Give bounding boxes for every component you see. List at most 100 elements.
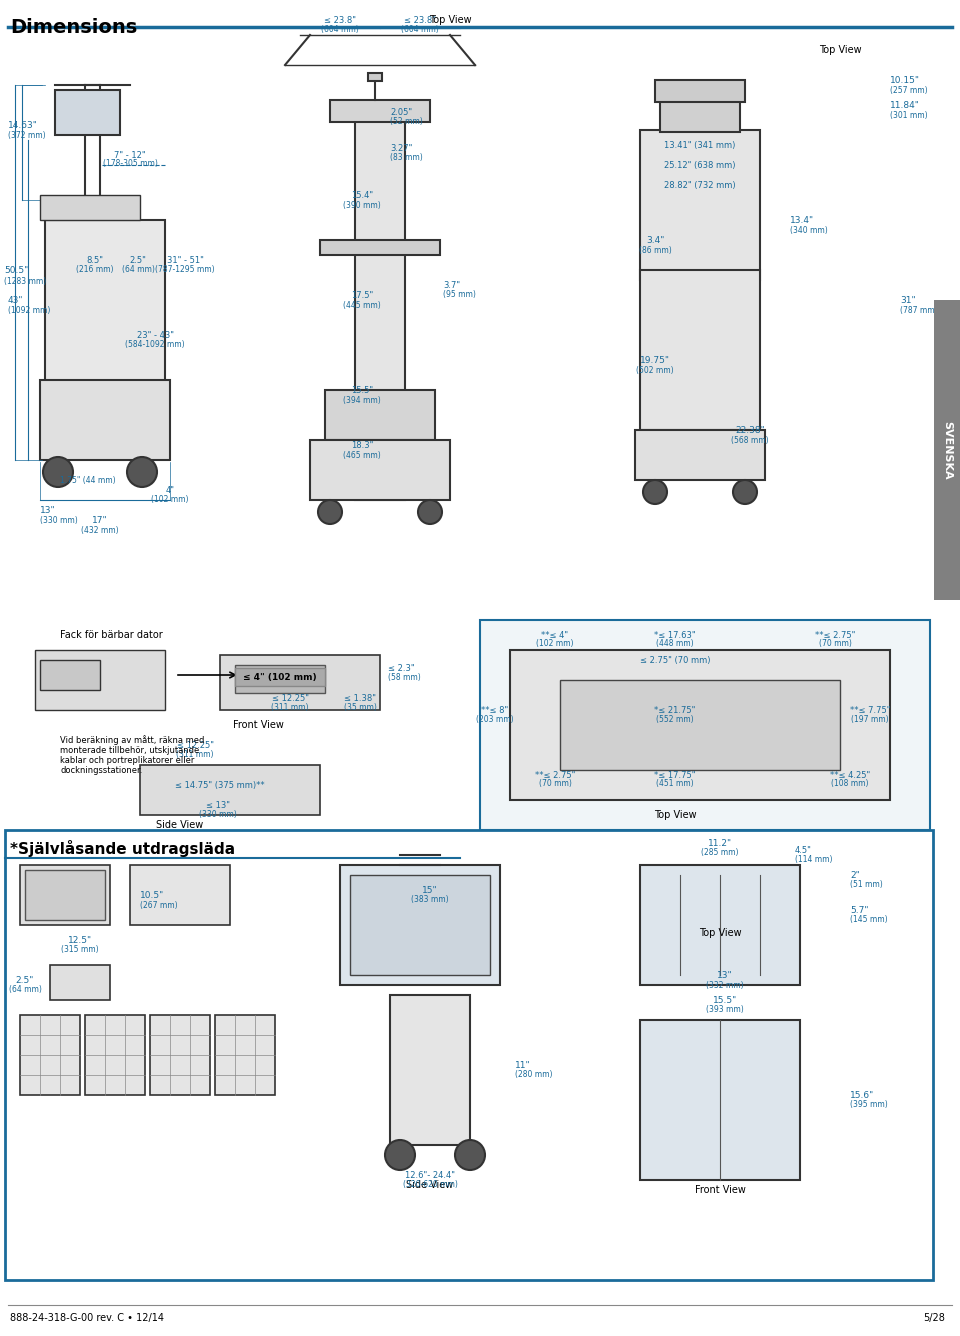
Text: 10.15": 10.15" — [890, 76, 920, 84]
Text: Top View: Top View — [699, 929, 741, 938]
Text: 11.2": 11.2" — [708, 839, 732, 847]
Text: 888-24-318-G-00 rev. C • 12/14: 888-24-318-G-00 rev. C • 12/14 — [10, 1313, 164, 1323]
Text: 3.7": 3.7" — [443, 281, 460, 290]
Text: Top View: Top View — [429, 15, 471, 25]
Text: (315 mm): (315 mm) — [61, 945, 99, 954]
Text: 31" - 51": 31" - 51" — [167, 255, 204, 265]
Text: *≤ 21.75": *≤ 21.75" — [655, 705, 696, 715]
Text: 19.75": 19.75" — [640, 355, 670, 365]
Circle shape — [127, 457, 157, 488]
Text: ≤ 23.8": ≤ 23.8" — [404, 16, 436, 24]
Text: (502 mm): (502 mm) — [636, 366, 674, 374]
Bar — [20, 864, 110, 925]
Text: ≤ 23.8": ≤ 23.8" — [324, 16, 356, 24]
Text: 3.27": 3.27" — [390, 143, 413, 152]
Text: (95 mm): (95 mm) — [443, 290, 476, 298]
Bar — [5, 830, 933, 1280]
Text: (285 mm): (285 mm) — [701, 847, 739, 856]
Text: **≤ 2.75": **≤ 2.75" — [535, 771, 575, 779]
Text: 4": 4" — [165, 485, 175, 494]
Text: ≤ 14.75" (375 mm)**: ≤ 14.75" (375 mm)** — [175, 780, 265, 790]
Bar — [140, 766, 320, 815]
Text: (102 mm): (102 mm) — [152, 494, 189, 504]
Text: 18.3": 18.3" — [350, 441, 373, 449]
Text: (432 mm): (432 mm) — [82, 525, 119, 534]
Text: (108 mm): (108 mm) — [831, 779, 869, 787]
Bar — [934, 301, 960, 600]
Text: (64 mm): (64 mm) — [122, 265, 155, 274]
Text: (1283 mm): (1283 mm) — [4, 277, 46, 286]
Text: 1.75" (44 mm): 1.75" (44 mm) — [60, 476, 115, 485]
Text: 2.5": 2.5" — [130, 255, 147, 265]
Text: (145 mm): (145 mm) — [850, 915, 888, 923]
Text: (58 mm): (58 mm) — [388, 672, 420, 681]
Text: 5/28: 5/28 — [924, 1313, 945, 1323]
Text: 17": 17" — [92, 516, 108, 525]
Bar — [330, 100, 430, 122]
Text: (604 mm): (604 mm) — [401, 24, 439, 33]
Bar — [640, 864, 800, 985]
Text: 10.5": 10.5" — [140, 891, 164, 899]
Text: (102 mm): (102 mm) — [537, 639, 574, 648]
Text: Vid beräkning av mått, räkna med: Vid beräkning av mått, räkna med — [60, 735, 204, 745]
Bar — [320, 240, 440, 255]
Text: Side View: Side View — [406, 1180, 454, 1190]
Text: 13": 13" — [40, 505, 56, 514]
Text: (197 mm): (197 mm) — [852, 715, 889, 724]
Bar — [85, 1015, 145, 1096]
Text: (332 mm): (332 mm) — [707, 981, 744, 990]
Text: (86 mm): (86 mm) — [638, 246, 671, 254]
Text: (393 mm): (393 mm) — [707, 1005, 744, 1014]
Text: (267 mm): (267 mm) — [140, 900, 178, 910]
Text: 23" - 43": 23" - 43" — [136, 330, 174, 339]
Text: (280 mm): (280 mm) — [515, 1070, 553, 1079]
Text: *≤ 17.63": *≤ 17.63" — [654, 631, 696, 640]
Text: **≤ 8": **≤ 8" — [481, 705, 509, 715]
Text: (51 mm): (51 mm) — [850, 879, 883, 888]
Bar — [55, 90, 120, 135]
Text: 22.38": 22.38" — [735, 425, 765, 434]
Bar — [35, 651, 165, 709]
Bar — [340, 864, 500, 985]
Bar — [310, 440, 450, 500]
Text: (203 mm): (203 mm) — [476, 715, 514, 724]
Bar — [20, 1015, 80, 1096]
Bar — [50, 965, 110, 1001]
Text: 31": 31" — [900, 295, 916, 305]
Bar — [220, 655, 380, 709]
Text: 11": 11" — [515, 1061, 531, 1070]
Bar — [660, 100, 740, 132]
Text: 43": 43" — [8, 295, 23, 305]
Bar — [635, 430, 765, 480]
Text: 11.84": 11.84" — [890, 100, 920, 110]
Text: 13.41" (341 mm): 13.41" (341 mm) — [664, 140, 735, 150]
Bar — [235, 668, 325, 685]
Text: (70 mm): (70 mm) — [539, 779, 571, 787]
Text: (311 mm): (311 mm) — [177, 749, 214, 759]
Text: 15.4": 15.4" — [351, 191, 373, 199]
Text: ≤ 13": ≤ 13" — [206, 800, 230, 810]
Circle shape — [385, 1140, 415, 1170]
Bar — [640, 270, 760, 430]
Circle shape — [643, 480, 667, 504]
Bar — [368, 73, 382, 81]
Text: (383 mm): (383 mm) — [411, 895, 449, 903]
Text: 2.05": 2.05" — [390, 107, 412, 116]
Text: (83 mm): (83 mm) — [390, 152, 422, 162]
Text: ≤ 12.25": ≤ 12.25" — [177, 740, 213, 749]
Text: (451 mm): (451 mm) — [657, 779, 694, 787]
Text: Top View: Top View — [819, 45, 861, 55]
Text: 12.6"- 24.4": 12.6"- 24.4" — [405, 1170, 455, 1180]
Bar — [325, 390, 435, 440]
Text: 5.7": 5.7" — [850, 906, 869, 915]
Text: (216 mm): (216 mm) — [76, 265, 113, 274]
Text: 13.4": 13.4" — [790, 215, 814, 224]
Text: Side View: Side View — [156, 820, 204, 830]
Text: (395 mm): (395 mm) — [850, 1101, 888, 1109]
Text: (114 mm): (114 mm) — [795, 855, 832, 863]
Text: (372 mm): (372 mm) — [8, 131, 46, 139]
Bar — [510, 651, 890, 800]
Circle shape — [318, 500, 342, 524]
Text: 3.4": 3.4" — [646, 235, 664, 244]
Text: 7" - 12": 7" - 12" — [114, 151, 146, 159]
